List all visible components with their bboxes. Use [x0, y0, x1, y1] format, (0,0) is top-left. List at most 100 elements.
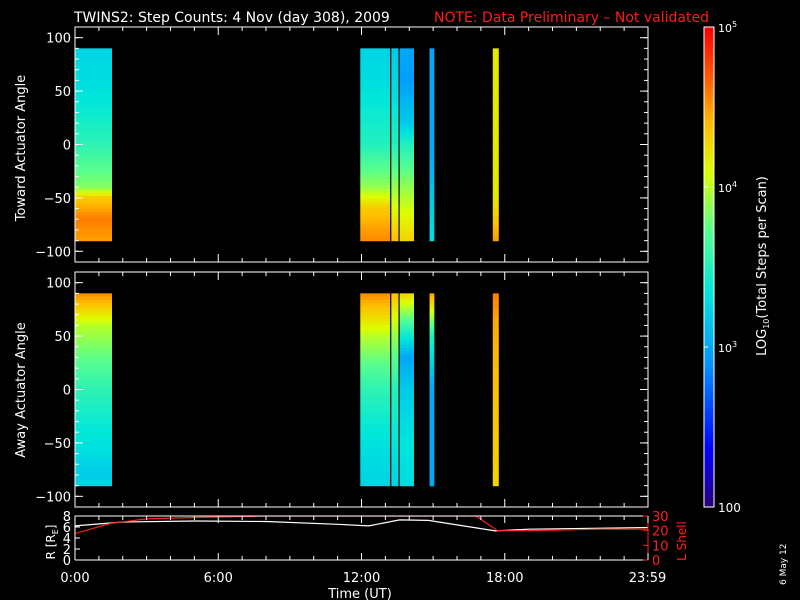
spectrogram-cell — [492, 125, 499, 130]
colorbar-cell — [704, 231, 714, 235]
spectrogram-cell — [391, 472, 399, 477]
spectrogram-cell — [391, 202, 399, 206]
colorbar-cell — [704, 351, 714, 355]
spectrogram-cell — [360, 125, 391, 130]
spectrogram-cell — [391, 211, 399, 216]
spectrogram-cell — [391, 86, 399, 91]
spectrogram-cell — [75, 173, 113, 178]
spectrogram-cell — [429, 93, 435, 98]
colorbar-cell — [704, 264, 714, 268]
spectrogram-cell — [399, 386, 415, 391]
spectrogram-cell — [360, 192, 391, 197]
spectrogram-cell — [75, 118, 113, 123]
spectrogram-cell — [429, 437, 435, 442]
colorbar-cell — [704, 141, 714, 145]
spectrogram-cell — [492, 434, 499, 439]
spectrogram-cell — [429, 411, 435, 416]
spectrogram-cell — [360, 202, 391, 206]
spectrogram-cell — [75, 335, 113, 339]
spectrogram-cell — [360, 61, 391, 65]
spectrogram-cell — [399, 402, 415, 407]
spectrogram-cell — [360, 109, 391, 114]
spectrogram-cell — [492, 306, 499, 310]
spectrogram-cell — [75, 411, 113, 416]
spectrogram-cell — [360, 440, 391, 445]
spectrogram-cell — [492, 376, 499, 381]
spectrogram-cell — [399, 157, 415, 162]
spectrogram-cell — [360, 325, 391, 330]
colorbar-cell — [704, 408, 714, 412]
spectrogram-cell — [492, 211, 499, 216]
spectrogram-cell — [492, 234, 499, 239]
colorbar-cell — [704, 81, 714, 85]
spectrogram-cell — [399, 472, 415, 477]
spectrogram-cell — [75, 363, 113, 368]
spectrogram-cell — [391, 189, 399, 194]
y-tick-label: −100 — [35, 245, 71, 260]
spectrogram-cell — [399, 415, 415, 419]
spectrogram-cell — [429, 476, 435, 480]
spectrogram-cell — [391, 453, 399, 458]
spectrogram-cell — [391, 144, 399, 149]
spectrogram-cell — [75, 389, 113, 394]
spectrogram-cell — [360, 460, 391, 464]
spectrogram-cell — [391, 341, 399, 346]
spectrogram-cell — [360, 138, 391, 142]
spectrogram-cell — [399, 218, 415, 223]
spectrogram-cell — [75, 325, 113, 330]
colorbar-cell — [704, 192, 714, 196]
spectrogram-cell — [75, 351, 113, 355]
spectrogram-cell — [492, 341, 499, 346]
spectrogram-cell — [391, 51, 399, 56]
spectrogram-cell — [399, 331, 415, 336]
spectrogram-cell — [391, 351, 399, 355]
spectrogram-cell — [391, 338, 399, 343]
spectrogram-cell — [391, 437, 399, 442]
spectrogram-cell — [360, 312, 391, 317]
spectrogram-cell — [492, 147, 499, 152]
spectrogram-cell — [492, 322, 499, 327]
spectrogram-cell — [391, 302, 399, 307]
spectrogram-cell — [399, 74, 415, 78]
colorbar-cell — [704, 45, 714, 49]
spectrogram-cell — [75, 218, 113, 223]
colorbar-cell — [704, 27, 714, 31]
spectrogram-cell — [429, 99, 435, 104]
spectrogram-cell — [429, 472, 435, 477]
spectrogram-cell — [391, 109, 399, 114]
spectrogram-cell — [429, 456, 435, 461]
colorbar-cell — [704, 306, 714, 310]
spectrogram-cell — [391, 208, 399, 213]
spectrogram-cell — [360, 437, 391, 442]
spectrogram-interval — [492, 48, 499, 242]
colorbar-cell — [704, 39, 714, 43]
spectrogram-cell — [360, 418, 391, 423]
colorbar-cell — [704, 249, 714, 253]
spectrogram-cell — [429, 67, 435, 72]
spectrogram-interval — [75, 48, 113, 242]
spectrogram-cell — [391, 186, 399, 190]
spectrogram-cell — [360, 402, 391, 407]
spectrogram-cell — [391, 373, 399, 378]
spectrogram-interval — [391, 293, 399, 487]
colorbar-cell — [704, 336, 714, 340]
colorbar-cell — [704, 240, 714, 244]
spectrogram-cell — [360, 67, 391, 72]
spectrogram-cell — [492, 482, 499, 487]
spectrogram-cell — [391, 221, 399, 226]
spectrogram-cell — [391, 322, 399, 327]
spectrogram-cell — [492, 427, 499, 432]
spectrogram-cell — [391, 215, 399, 219]
spectrogram-cell — [75, 376, 113, 381]
spectrogram-cell — [492, 96, 499, 101]
spectrogram-cell — [492, 93, 499, 98]
spectrogram-cell — [492, 128, 499, 133]
colorbar-cell — [704, 432, 714, 436]
colorbar-cell — [704, 477, 714, 481]
spectrogram-cell — [399, 77, 415, 82]
spectrogram-cell — [360, 293, 391, 298]
time-tick-label: 6:00 — [204, 571, 233, 586]
spectrogram-cell — [399, 431, 415, 435]
spectrogram-cell — [429, 237, 435, 242]
